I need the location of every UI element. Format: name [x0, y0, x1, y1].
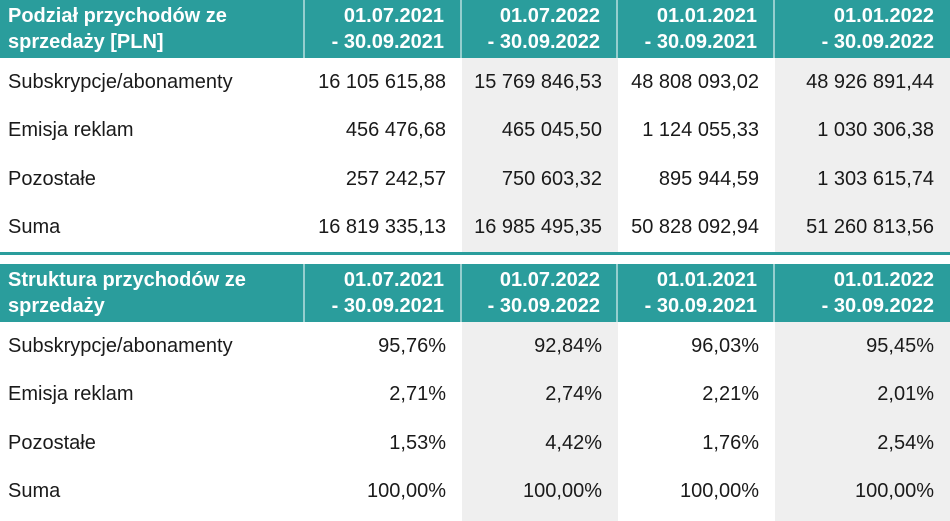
period-start: 01.07.2021: [343, 5, 444, 27]
value-cell: 50 828 092,94: [631, 216, 759, 239]
value-cell: 2,54%: [877, 431, 934, 454]
row-label: Suma: [8, 480, 61, 503]
value-cell: 16 819 335,13: [318, 216, 446, 239]
value-cell: 1 303 615,74: [817, 167, 934, 190]
column-header-period-1: 01.07.2021 - 30.09.2021: [305, 0, 462, 58]
period-end: - 30.09.2022: [487, 31, 600, 53]
row-label: Emisja reklam: [8, 119, 134, 142]
period-start: 01.01.2021: [656, 269, 757, 291]
table-title: Podział przychodów ze sprzedaży [PLN]: [0, 0, 305, 58]
value-cell: 16 105 615,88: [318, 70, 446, 93]
value-cell: 456 476,68: [345, 119, 446, 142]
row-label: Subskrypcje/abonamenty: [8, 334, 233, 357]
period-start: 01.07.2022: [499, 269, 600, 291]
period-end: - 30.09.2022: [487, 295, 600, 317]
value-cell: 100,00%: [855, 480, 934, 503]
revenue-breakdown-grid: Podział przychodów ze sprzedaży [PLN] 01…: [0, 0, 950, 252]
value-cell: 895 944,59: [658, 167, 759, 190]
column-header-period-1: 01.07.2021 - 30.09.2021: [305, 264, 462, 322]
column-header-period-2: 01.07.2022 - 30.09.2022: [462, 264, 618, 322]
value-cell: 16 985 495,35: [474, 216, 602, 239]
column-header-period-2: 01.07.2022 - 30.09.2022: [462, 0, 618, 58]
period-end: - 30.09.2021: [331, 295, 444, 317]
period-end: - 30.09.2021: [644, 31, 757, 53]
period-end: - 30.09.2021: [331, 31, 444, 53]
value-cell: 100,00%: [367, 480, 446, 503]
value-cell: 1,53%: [389, 431, 446, 454]
period-end: - 30.09.2022: [821, 31, 934, 53]
value-cell: 2,21%: [702, 383, 759, 406]
value-cell: 51 260 813,56: [806, 216, 934, 239]
value-cell: 92,84%: [534, 334, 602, 357]
value-cell: 48 808 093,02: [631, 70, 759, 93]
column-header-period-3: 01.01.2021 - 30.09.2021: [618, 0, 775, 58]
row-label: Emisja reklam: [8, 383, 134, 406]
row-label: Suma: [8, 216, 61, 239]
period-start: 01.01.2021: [656, 5, 757, 27]
revenue-structure-table: Struktura przychodów ze sprzedaży 01.07.…: [0, 264, 950, 521]
row-label: Pozostałe: [8, 167, 96, 190]
value-cell: 48 926 891,44: [806, 70, 934, 93]
column-header-period-4: 01.01.2022 - 30.09.2022: [775, 0, 950, 58]
table-separator-gap: [0, 255, 950, 264]
value-cell: 100,00%: [523, 480, 602, 503]
value-cell: 4,42%: [545, 431, 602, 454]
period-start: 01.01.2022: [833, 5, 934, 27]
value-cell: 1,76%: [702, 431, 759, 454]
value-cell: 2,01%: [877, 383, 934, 406]
value-cell: 1 030 306,38: [817, 119, 934, 142]
value-cell: 2,74%: [545, 383, 602, 406]
value-cell: 15 769 846,53: [474, 70, 602, 93]
value-cell: 95,76%: [378, 334, 446, 357]
row-label: Subskrypcje/abonamenty: [8, 70, 233, 93]
value-cell: 257 242,57: [345, 167, 446, 190]
value-cell: 96,03%: [691, 334, 759, 357]
row-label: Pozostałe: [8, 431, 96, 454]
value-cell: 2,71%: [389, 383, 446, 406]
value-cell: 95,45%: [866, 334, 934, 357]
period-start: 01.07.2022: [499, 5, 600, 27]
value-cell: 465 045,50: [501, 119, 602, 142]
period-start: 01.01.2022: [833, 269, 934, 291]
column-header-period-4: 01.01.2022 - 30.09.2022: [775, 264, 950, 322]
revenue-structure-grid: Struktura przychodów ze sprzedaży 01.07.…: [0, 264, 950, 516]
period-end: - 30.09.2021: [644, 295, 757, 317]
column-header-period-3: 01.01.2021 - 30.09.2021: [618, 264, 775, 322]
period-start: 01.07.2021: [343, 269, 444, 291]
value-cell: 100,00%: [680, 480, 759, 503]
table-title: Struktura przychodów ze sprzedaży: [0, 264, 305, 322]
value-cell: 750 603,32: [501, 167, 602, 190]
revenue-breakdown-table: Podział przychodów ze sprzedaży [PLN] 01…: [0, 0, 950, 255]
value-cell: 1 124 055,33: [642, 119, 759, 142]
period-end: - 30.09.2022: [821, 295, 934, 317]
